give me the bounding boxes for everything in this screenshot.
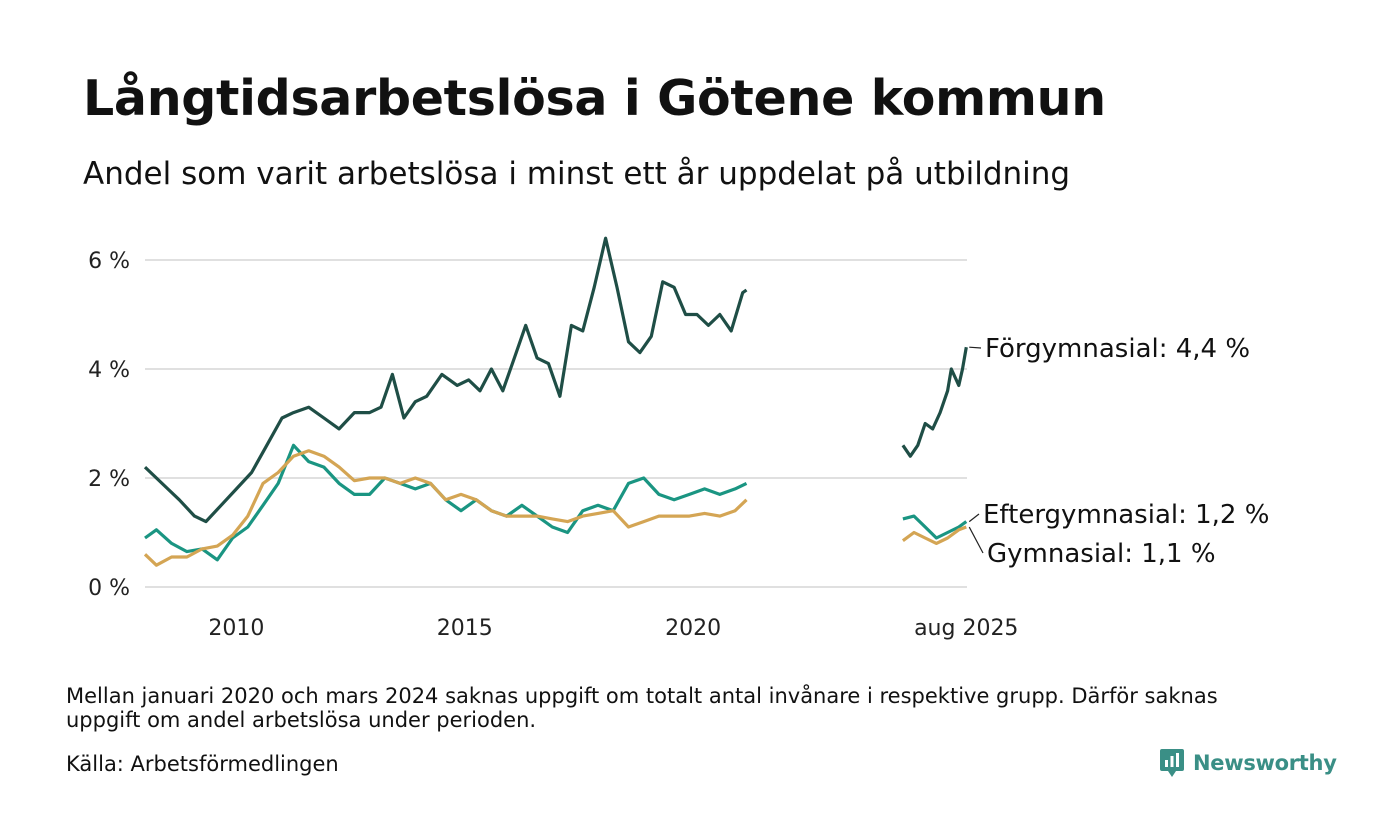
y-tick-label: 0 % xyxy=(88,576,130,601)
series-line-eftergymnasial xyxy=(144,443,748,562)
chart-title: Långtidsarbetslösa i Götene kommun xyxy=(83,70,1106,127)
y-tick-label: 2 % xyxy=(88,467,130,492)
label-leader-line xyxy=(968,513,980,523)
label-leader-line xyxy=(968,526,984,554)
end-label-förgymnasial: Förgymnasial: 4,4 % xyxy=(985,334,1250,364)
chart-subtitle: Andel som varit arbetslösa i minst ett å… xyxy=(83,156,1071,192)
series-line-eftergymnasial xyxy=(902,514,968,540)
series-lines xyxy=(143,236,968,567)
x-tick-label: aug 2025 xyxy=(914,616,1018,641)
newsworthy-logo-text: Newsworthy xyxy=(1193,751,1337,775)
series-line-gymnasial xyxy=(143,449,748,567)
footnote: Mellan januari 2020 och mars 2024 saknas… xyxy=(66,684,1218,732)
end-label-eftergymnasial: Eftergymnasial: 1,2 % xyxy=(983,500,1269,530)
y-tick-label: 6 % xyxy=(88,249,130,274)
line-chart: 0 % 2 % 4 % 6 % 2010 2015 2020 aug 2025 Förgym… xyxy=(88,236,1269,641)
series-line-förgymnasial xyxy=(143,236,748,524)
source-text: Källa: Arbetsförmedlingen xyxy=(66,752,339,776)
y-tick-label: 4 % xyxy=(88,358,130,383)
series-line-gymnasial xyxy=(901,525,967,545)
label-leader-line xyxy=(969,346,982,349)
grid-lines xyxy=(145,259,967,588)
end-label-gymnasial: Gymnasial: 1,1 % xyxy=(987,539,1216,569)
y-axis-ticks: 0 % 2 % 4 % 6 % xyxy=(88,249,130,601)
end-labels: Förgymnasial: 4,4 % Eftergymnasial: 1,2 %… xyxy=(968,334,1269,569)
newsworthy-logo-icon xyxy=(1160,749,1184,777)
series-line-förgymnasial xyxy=(901,346,968,458)
x-tick-label: 2020 xyxy=(665,616,721,641)
x-tick-label: 2015 xyxy=(437,616,493,641)
newsworthy-logo[interactable]: Newsworthy xyxy=(1159,746,1337,780)
x-axis-ticks: 2010 2015 2020 aug 2025 xyxy=(208,616,1018,641)
x-tick-label: 2010 xyxy=(208,616,264,641)
